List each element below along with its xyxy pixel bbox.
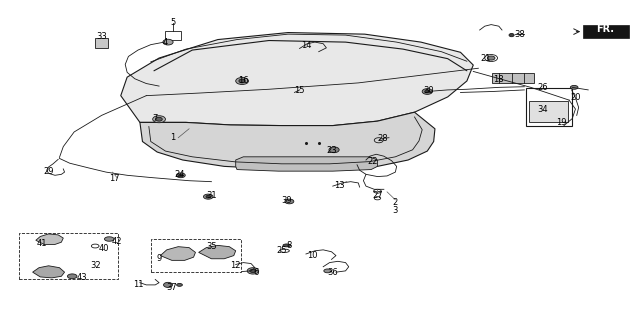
Text: 17: 17 <box>109 174 120 183</box>
Text: 9: 9 <box>156 254 162 263</box>
Text: 23: 23 <box>326 146 337 155</box>
Ellipse shape <box>104 237 114 241</box>
Ellipse shape <box>247 268 259 274</box>
Text: 3: 3 <box>393 206 398 215</box>
Text: 12: 12 <box>230 261 241 270</box>
Bar <box>583 25 629 38</box>
Text: 14: 14 <box>301 41 311 51</box>
Bar <box>166 31 180 40</box>
Text: 25: 25 <box>276 246 287 255</box>
Ellipse shape <box>163 39 173 45</box>
Text: 31: 31 <box>206 191 217 200</box>
Text: 29: 29 <box>44 167 54 176</box>
Ellipse shape <box>285 199 294 204</box>
Text: 27: 27 <box>372 191 383 200</box>
Text: 40: 40 <box>99 244 109 253</box>
Text: 10: 10 <box>307 251 317 260</box>
Ellipse shape <box>177 284 182 286</box>
Text: 26: 26 <box>537 83 548 92</box>
Ellipse shape <box>153 116 166 123</box>
Bar <box>525 88 572 125</box>
Text: 11: 11 <box>132 280 143 289</box>
Text: 16: 16 <box>238 76 249 85</box>
Bar <box>492 73 534 83</box>
Ellipse shape <box>329 147 339 153</box>
Polygon shape <box>33 266 65 278</box>
Text: 39: 39 <box>282 196 292 205</box>
Text: 33: 33 <box>96 32 107 41</box>
Polygon shape <box>161 247 195 260</box>
Text: 22: 22 <box>367 157 378 166</box>
Ellipse shape <box>239 79 245 83</box>
Text: 34: 34 <box>537 105 548 114</box>
Text: 7: 7 <box>152 114 158 123</box>
Bar <box>19 233 118 279</box>
Bar <box>95 38 108 48</box>
Text: 18: 18 <box>493 75 504 84</box>
Text: 8: 8 <box>287 241 292 250</box>
Polygon shape <box>36 234 63 244</box>
Text: 15: 15 <box>294 86 305 95</box>
Bar <box>529 101 568 123</box>
Text: 4: 4 <box>163 38 168 47</box>
Polygon shape <box>121 33 473 125</box>
Text: 43: 43 <box>77 273 88 282</box>
Ellipse shape <box>487 56 495 60</box>
Ellipse shape <box>250 269 256 272</box>
Ellipse shape <box>206 196 211 198</box>
Ellipse shape <box>324 269 332 273</box>
Ellipse shape <box>283 244 291 247</box>
Text: 36: 36 <box>328 268 338 277</box>
Text: 38: 38 <box>514 30 525 39</box>
Text: 19: 19 <box>556 118 566 127</box>
Text: 2: 2 <box>393 197 398 206</box>
Polygon shape <box>140 112 435 169</box>
Ellipse shape <box>164 282 173 287</box>
Text: 28: 28 <box>377 134 388 143</box>
Polygon shape <box>198 245 236 259</box>
Text: 37: 37 <box>166 283 177 292</box>
Text: 30: 30 <box>423 86 434 95</box>
Text: 1: 1 <box>170 133 176 142</box>
Ellipse shape <box>156 117 163 121</box>
Text: 21: 21 <box>481 54 492 63</box>
Text: FR.: FR. <box>596 24 614 34</box>
Bar <box>151 239 241 272</box>
Ellipse shape <box>425 90 430 93</box>
Polygon shape <box>236 157 378 171</box>
Text: 13: 13 <box>334 181 344 190</box>
Ellipse shape <box>236 77 248 84</box>
Text: 5: 5 <box>170 19 176 28</box>
Text: 35: 35 <box>206 242 217 251</box>
Text: 42: 42 <box>111 237 122 246</box>
Ellipse shape <box>509 34 514 37</box>
Text: 6: 6 <box>253 268 259 277</box>
Text: 24: 24 <box>174 170 185 179</box>
Ellipse shape <box>570 85 578 89</box>
Text: 41: 41 <box>36 239 47 248</box>
Text: 20: 20 <box>570 93 580 102</box>
Ellipse shape <box>422 89 433 94</box>
Ellipse shape <box>179 174 183 176</box>
Ellipse shape <box>204 194 213 199</box>
Ellipse shape <box>176 173 185 178</box>
Text: 32: 32 <box>90 261 100 270</box>
Ellipse shape <box>67 274 77 279</box>
